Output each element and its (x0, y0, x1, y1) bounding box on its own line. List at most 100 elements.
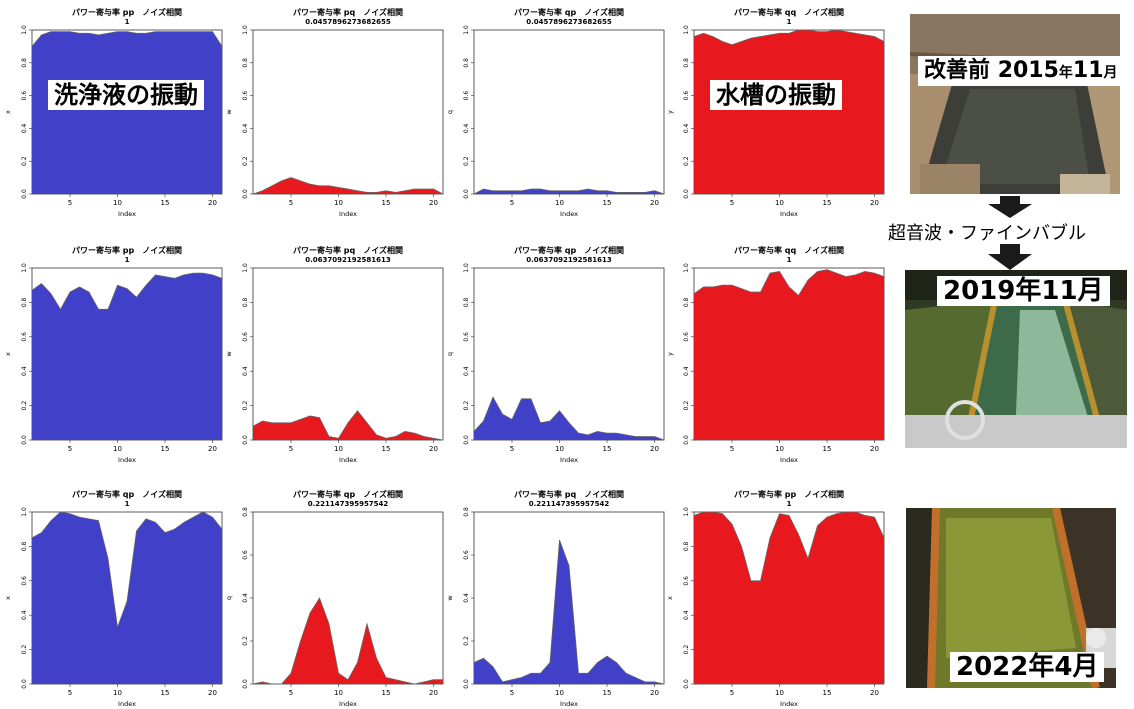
x-tick-label: 5 (510, 199, 514, 207)
y-tick-label: 0.2 (21, 401, 28, 411)
before-label-box: 改善前 2015年11月 (918, 56, 1120, 86)
y-tick-label: 1.0 (683, 25, 690, 35)
x-axis-label: Index (560, 210, 578, 218)
y-tick-label: 0.2 (242, 401, 249, 411)
y-axis-label: q (446, 110, 454, 114)
y-tick-label: 0.8 (683, 297, 690, 307)
y-tick-label: 0.2 (21, 645, 28, 655)
area-series (474, 189, 664, 194)
y-tick-label: 0.0 (21, 189, 28, 199)
y-axis-label: q (225, 596, 233, 600)
x-axis-label: Index (118, 456, 136, 464)
x-axis-label: Index (339, 456, 357, 464)
y-tick-label: 0.8 (21, 58, 28, 68)
x-tick-label: 20 (870, 689, 879, 697)
y-tick-label: 1.0 (463, 263, 470, 273)
x-tick-label: 10 (775, 689, 784, 697)
chart-subtitle: 1 (125, 256, 130, 264)
area-series (32, 273, 222, 440)
series-line (693, 511, 885, 582)
y-tick-label: 0.4 (463, 123, 470, 133)
x-tick-label: 15 (603, 689, 612, 697)
series-line (31, 511, 223, 628)
mid-date-label: 2019年11月 (943, 276, 1104, 306)
x-tick-label: 5 (289, 689, 293, 697)
x-tick-label: 5 (730, 199, 734, 207)
x-axis-label: Index (339, 210, 357, 218)
x-tick-label: 10 (334, 445, 343, 453)
y-tick-label: 0.8 (21, 297, 28, 307)
x-axis-label: Index (780, 456, 798, 464)
y-tick-label: 0.4 (242, 593, 249, 603)
y-tick-label: 0.6 (683, 332, 690, 342)
series-line (252, 410, 444, 441)
y-tick-label: 0.8 (463, 507, 470, 517)
y-tick-label: 0.6 (21, 91, 28, 101)
x-tick-label: 20 (429, 445, 438, 453)
before-date-month-unit: 月 (1103, 65, 1118, 81)
final-date-box: 2022年4月 (950, 652, 1105, 682)
y-tick-label: 0.8 (242, 58, 249, 68)
chart-subtitle: 0.0637092192581613 (305, 256, 391, 264)
chart-title: パワー寄与率 qq ノイズ相関 (734, 7, 844, 17)
down-arrow-icon (988, 196, 1032, 218)
y-tick-label: 0.8 (242, 507, 249, 517)
chart-subtitle: 0.221147395957542 (529, 500, 610, 508)
x-tick-label: 15 (603, 199, 612, 207)
x-tick-label: 15 (382, 689, 391, 697)
x-tick-label: 5 (730, 445, 734, 453)
y-tick-label: 0.4 (21, 366, 28, 376)
y-tick-label: 0.6 (242, 332, 249, 342)
area-series (32, 31, 222, 194)
y-tick-label: 0.6 (242, 91, 249, 101)
x-tick-label: 15 (161, 199, 170, 207)
chart-title: パワー寄与率 pp ノイズ相関 (72, 245, 182, 255)
y-tick-label: 1.0 (242, 263, 249, 273)
y-tick-label: 1.0 (463, 25, 470, 35)
x-tick-label: 10 (113, 689, 122, 697)
x-tick-label: 20 (208, 199, 217, 207)
chart-title: パワー寄与率 pq ノイズ相関 (293, 245, 403, 255)
down-arrow-icon (988, 244, 1032, 270)
y-tick-label: 0.2 (242, 636, 249, 646)
x-axis-label: Index (118, 210, 136, 218)
before-date-year-unit: 年 (1058, 65, 1073, 81)
x-tick-label: 20 (208, 445, 217, 453)
y-axis-label: w (225, 351, 233, 357)
y-tick-label: 0.4 (21, 610, 28, 620)
y-tick-label: 0.2 (463, 401, 470, 411)
photo-tank-2022: 2022年4月 (906, 508, 1116, 688)
chart-title: パワー寄与率 qp ノイズ相関 (514, 245, 624, 255)
y-axis-label: y (666, 352, 674, 356)
x-tick-label: 15 (382, 199, 391, 207)
series-line (31, 31, 223, 47)
y-tick-label: 0.6 (463, 332, 470, 342)
plot-frame (252, 29, 444, 195)
series-line (693, 269, 885, 297)
chart-title: パワー寄与率 qp ノイズ相関 (72, 489, 182, 499)
y-tick-label: 0.4 (242, 366, 249, 376)
y-tick-label: 0.0 (463, 679, 470, 689)
x-axis-label: Index (118, 700, 136, 708)
chart-title: パワー寄与率 pp ノイズ相関 (72, 7, 182, 17)
y-axis-label: x (4, 110, 12, 114)
chart-subtitle: 0.0457896273682655 (305, 18, 391, 26)
y-tick-label: 0.6 (683, 91, 690, 101)
mid-date-box: 2019年11月 (937, 276, 1110, 306)
final-date-label: 2022年4月 (956, 652, 1099, 682)
tank-2015-image (910, 14, 1120, 194)
series-line (473, 539, 665, 685)
x-tick-label: 20 (650, 689, 659, 697)
y-tick-label: 0.8 (242, 297, 249, 307)
chart-subtitle: 1 (125, 500, 130, 508)
y-tick-label: 1.0 (21, 263, 28, 273)
